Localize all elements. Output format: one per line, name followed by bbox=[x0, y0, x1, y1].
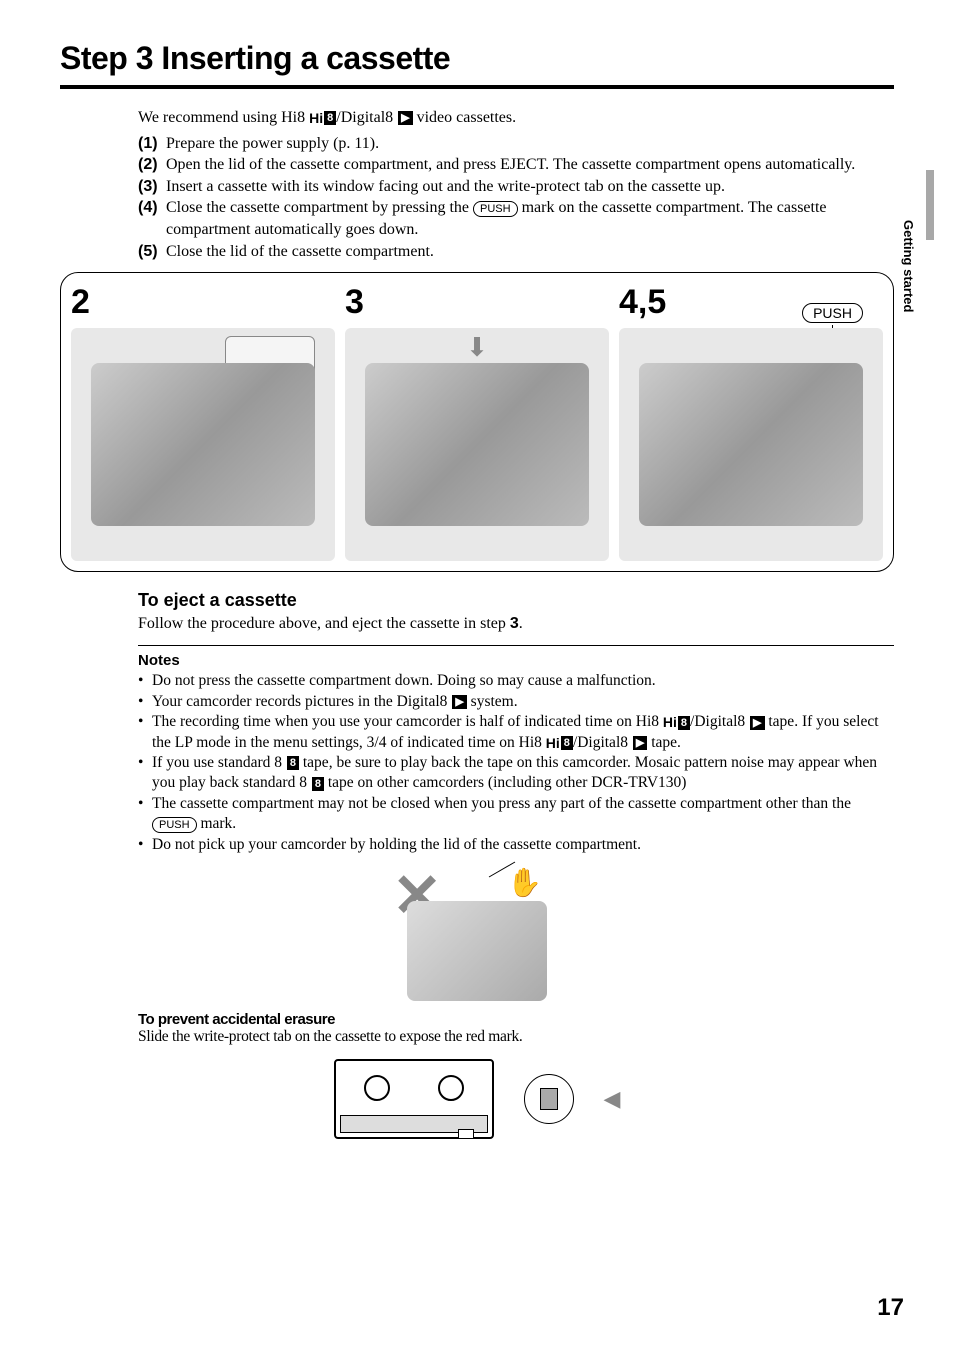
panel-image: ⬇ bbox=[345, 328, 609, 561]
step-ref: 3 bbox=[510, 615, 519, 632]
note-text: Your camcorder records pictures in the D… bbox=[152, 692, 894, 712]
reel-icon bbox=[364, 1075, 390, 1101]
eject-heading: To eject a cassette bbox=[138, 590, 894, 611]
step-num: (3) bbox=[138, 176, 166, 198]
push-label: PUSH bbox=[802, 303, 863, 323]
cassette-figure: ◀ bbox=[327, 1054, 627, 1144]
digital8-logo-icon: ▶ bbox=[451, 695, 466, 709]
intro-block: We recommend using Hi8 Hi8/Digital8 ▶ vi… bbox=[138, 107, 894, 262]
recommend-pre: We recommend using Hi8 bbox=[138, 109, 309, 126]
panel-image bbox=[619, 328, 883, 561]
intro-recommend: We recommend using Hi8 Hi8/Digital8 ▶ vi… bbox=[138, 107, 894, 129]
digital8-logo-icon: ▶ bbox=[397, 111, 412, 125]
digital8-logo-icon: ▶ bbox=[749, 716, 764, 730]
hi8-logo-icon: Hi8 bbox=[663, 713, 690, 731]
std8-logo-icon: 8 bbox=[286, 756, 299, 770]
bullet-icon: • bbox=[138, 794, 152, 835]
note-text: The cassette compartment may not be clos… bbox=[152, 794, 894, 835]
insert-arrow-icon: ⬇ bbox=[466, 333, 488, 363]
recommend-post: video cassettes. bbox=[413, 109, 517, 126]
notes-list: • Do not press the cassette compartment … bbox=[138, 671, 894, 855]
step-2: (2) Open the lid of the cassette compart… bbox=[138, 154, 894, 176]
note-text: Do not press the cassette compartment do… bbox=[152, 671, 894, 691]
bullet-icon: • bbox=[138, 712, 152, 753]
side-tab-text: Getting started bbox=[901, 220, 916, 312]
hi8-logo-icon: Hi8 bbox=[546, 734, 573, 752]
bullet-icon: • bbox=[138, 692, 152, 712]
bullet-icon: • bbox=[138, 671, 152, 691]
step-text: Open the lid of the cassette compartment… bbox=[166, 154, 894, 176]
step-num: (5) bbox=[138, 241, 166, 263]
camcorder-icon bbox=[639, 363, 863, 526]
note-item: • If you use standard 8 8 tape, be sure … bbox=[138, 753, 894, 794]
note-text: The recording time when you use your cam… bbox=[152, 712, 894, 753]
side-tab-mark bbox=[926, 170, 934, 240]
note-text: If you use standard 8 8 tape, be sure to… bbox=[152, 753, 894, 794]
step-num: (1) bbox=[138, 133, 166, 155]
diagram-panel-45: 4,5 PUSH bbox=[619, 283, 883, 561]
diagram-box: 2 ↖ 3 ⬇ 4,5 PUSH bbox=[60, 272, 894, 572]
page-title: Step 3 Inserting a cassette bbox=[60, 40, 894, 77]
step-num: (4) bbox=[138, 197, 166, 240]
prevent-text: Slide the write-protect tab on the casse… bbox=[138, 1028, 894, 1046]
warning-figure: ✕ ✋ bbox=[387, 861, 567, 1001]
panel-num: 2 bbox=[71, 283, 335, 322]
panel-num: 3 bbox=[345, 283, 609, 322]
note-item: • The cassette compartment may not be cl… bbox=[138, 794, 894, 835]
note-item: • Your camcorder records pictures in the… bbox=[138, 692, 894, 712]
hi8-logo-icon: Hi8 bbox=[309, 109, 336, 128]
std8-logo-icon: 8 bbox=[311, 777, 324, 791]
tab-detail-icon bbox=[540, 1088, 558, 1110]
camcorder-icon bbox=[365, 363, 589, 526]
push-mark-icon: PUSH bbox=[152, 817, 197, 833]
step-4: (4) Close the cassette compartment by pr… bbox=[138, 197, 894, 240]
bullet-icon: • bbox=[138, 753, 152, 794]
diagram-panel-3: 3 ⬇ bbox=[345, 283, 609, 561]
step-text: Insert a cassette with its window facing… bbox=[166, 176, 894, 198]
step-text: Close the cassette compartment by pressi… bbox=[166, 197, 894, 240]
side-tab: Getting started bbox=[916, 170, 934, 350]
callout-circle bbox=[524, 1074, 574, 1124]
step-num: (2) bbox=[138, 154, 166, 176]
note-item: • The recording time when you use your c… bbox=[138, 712, 894, 753]
camcorder-icon bbox=[91, 363, 315, 526]
step-1: (1) Prepare the power supply (p. 11). bbox=[138, 133, 894, 155]
note-item: • Do not pick up your camcorder by holdi… bbox=[138, 835, 894, 855]
bullet-icon: • bbox=[138, 835, 152, 855]
hand-icon: ✋ bbox=[507, 866, 542, 900]
note-item: • Do not press the cassette compartment … bbox=[138, 671, 894, 691]
camcorder-icon bbox=[407, 901, 547, 1001]
prevent-heading: To prevent accidental erasure bbox=[138, 1011, 894, 1028]
note-text: Do not pick up your camcorder by holding… bbox=[152, 835, 894, 855]
eject-text: Follow the procedure above, and eject th… bbox=[138, 615, 894, 633]
notes-heading: Notes bbox=[138, 652, 894, 669]
step-text: Prepare the power supply (p. 11). bbox=[166, 133, 894, 155]
tab-icon bbox=[458, 1129, 474, 1139]
notes-rule bbox=[138, 645, 894, 646]
panel-image: ↖ bbox=[71, 328, 335, 561]
arrow-left-icon: ◀ bbox=[604, 1086, 621, 1112]
title-rule bbox=[60, 85, 894, 89]
digital8-logo-icon: ▶ bbox=[632, 736, 647, 750]
cassette-icon bbox=[334, 1059, 494, 1139]
step-text: Close the lid of the cassette compartmen… bbox=[166, 241, 894, 263]
recommend-mid: /Digital8 bbox=[336, 109, 397, 126]
reel-icon bbox=[438, 1075, 464, 1101]
step-5: (5) Close the lid of the cassette compar… bbox=[138, 241, 894, 263]
diagram-panel-2: 2 ↖ bbox=[71, 283, 335, 561]
push-mark-icon: PUSH bbox=[473, 201, 518, 217]
step-3: (3) Insert a cassette with its window fa… bbox=[138, 176, 894, 198]
page-number: 17 bbox=[877, 1294, 904, 1322]
